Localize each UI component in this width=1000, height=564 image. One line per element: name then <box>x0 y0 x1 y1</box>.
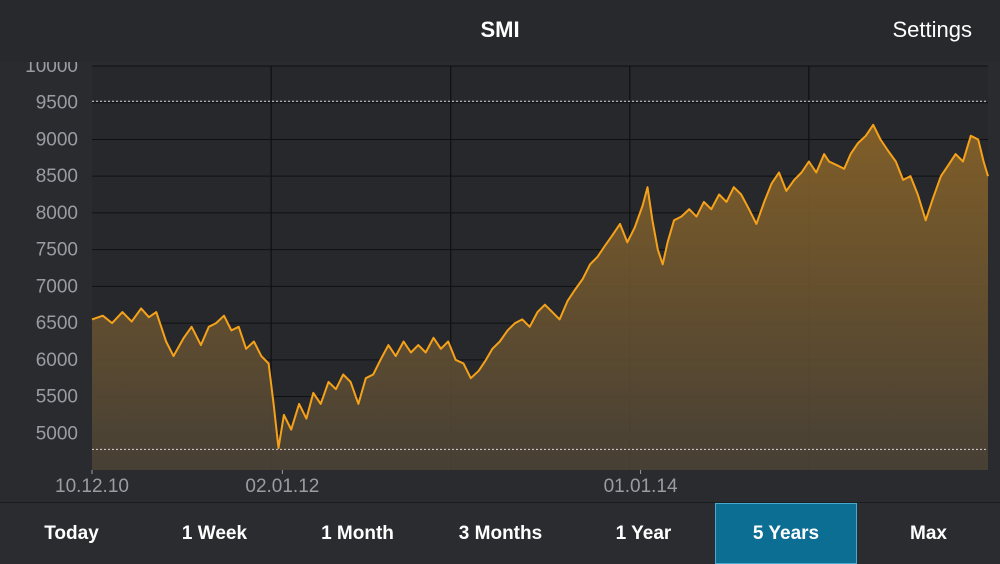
tab-today[interactable]: Today <box>44 522 99 544</box>
y-tick-label: 9500 <box>36 93 78 114</box>
tab-max[interactable]: Max <box>910 522 947 544</box>
y-tick-label: 7000 <box>36 276 78 297</box>
price-chart: 5000 5500 6000 6500 7000 7500 8000 8500 9000 9500… <box>25 56 989 497</box>
tab-1-week[interactable]: 1 Week <box>181 522 248 544</box>
series-line <box>91 123 989 449</box>
page-title: SMI <box>480 17 520 42</box>
tab-3-months[interactable]: 3 Months <box>458 522 543 544</box>
y-tick-label: 10000 <box>25 62 78 77</box>
y-tick-label: 8500 <box>36 166 78 187</box>
y-tick-label: 5500 <box>36 387 78 408</box>
y-tick-label: 5000 <box>36 423 78 444</box>
chart-area: 5000 5500 6000 6500 7000 7500 8000 8500 9000 9500… <box>0 56 1000 502</box>
x-tick-label: 10.12.10 <box>55 476 129 497</box>
tab-1-month[interactable]: 1 Month <box>321 522 394 544</box>
y-tick-label: 6000 <box>36 350 78 371</box>
y-tick-label: 6500 <box>36 313 78 334</box>
x-tick-label: 02.01.12 <box>245 476 319 497</box>
y-tick-label: 8000 <box>36 203 78 224</box>
y-tick-label: 7500 <box>36 240 78 261</box>
series-area <box>92 124 988 471</box>
x-tick-label: 01.01.14 <box>604 476 678 497</box>
header-bar: SMI Settings <box>0 0 1000 62</box>
range-tab-bar: Today 1 Week 1 Month 3 Months 1 Year 5 Y… <box>0 502 1000 564</box>
tab-5-years[interactable]: 5 Years <box>715 503 857 564</box>
settings-button[interactable]: Settings <box>892 17 973 42</box>
tab-1-year[interactable]: 1 Year <box>615 522 672 544</box>
y-tick-label: 9000 <box>36 129 78 150</box>
